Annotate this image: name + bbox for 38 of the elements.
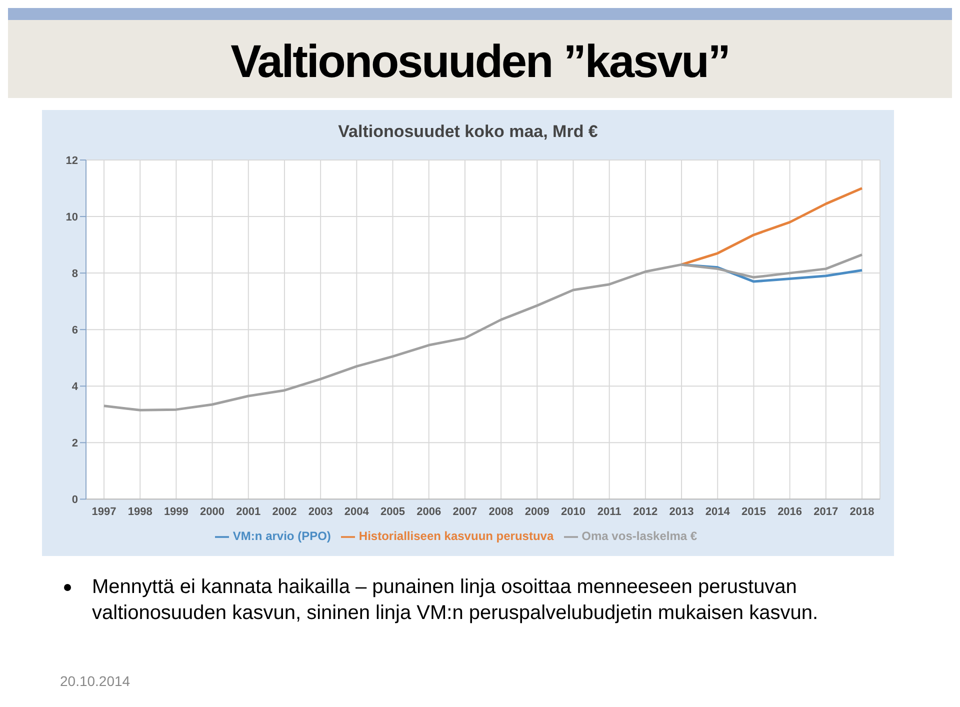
- y-tick-label: 6: [72, 324, 78, 336]
- x-tick-label: 2016: [778, 506, 802, 518]
- x-tick-label: 1998: [128, 506, 152, 518]
- y-tick-label: 8: [72, 268, 78, 280]
- x-tick-label: 2000: [200, 506, 225, 518]
- y-tick-label: 12: [66, 154, 78, 167]
- y-tick-label: 4: [72, 381, 79, 394]
- x-tick-label: 2014: [705, 506, 731, 518]
- x-tick-label: 2002: [272, 506, 297, 518]
- legend-label: VM:n arvio (PPO): [232, 529, 331, 544]
- x-tick-label: 2001: [236, 506, 261, 518]
- x-tick-label: 2012: [633, 506, 658, 518]
- x-tick-label: 2007: [452, 506, 478, 518]
- x-tick-label: 2015: [741, 506, 766, 518]
- text: 20.10.2014: [60, 673, 130, 689]
- x-tick-label: 2009: [524, 506, 550, 518]
- legend-label: Historialliseen kasvuun perustuva: [358, 529, 554, 544]
- y-tick-label: 2: [72, 438, 78, 450]
- y-tick-label: 10: [66, 211, 78, 224]
- x-tick-label: 2003: [308, 506, 333, 518]
- x-tick-label: 2004: [344, 506, 370, 518]
- line-series: [680, 187, 864, 266]
- line-series: [102, 253, 864, 412]
- x-tick-label: 2008: [488, 506, 514, 518]
- text: Mennyttä ei kannata haikailla – punainen linja osoittaa menneeseen perustuvan valtionosuuden kasvun, sininen linja VM:n peruspalvelubudjetin mukaisen kasvun.: [92, 575, 819, 626]
- x-tick-label: 2011: [597, 506, 622, 518]
- x-tick-label: 1999: [164, 506, 188, 518]
- y-tick-label: 0: [72, 494, 78, 506]
- x-tick-label: 2017: [814, 506, 838, 518]
- legend-label: Oma vos-laskelma €: [582, 529, 698, 544]
- x-tick-label: 2005: [380, 506, 406, 518]
- x-tick-label: 2018: [850, 506, 874, 518]
- x-tick-label: 2006: [416, 506, 442, 518]
- x-tick-label: 2010: [560, 506, 586, 518]
- chart-subtitle: Valtionosuudet koko maa, Mrd €: [337, 122, 599, 142]
- chart-title: Valtionosuuden ”kasvu”: [230, 34, 730, 88]
- x-tick-label: 1997: [92, 506, 116, 518]
- x-tick-label: 2013: [669, 506, 694, 518]
